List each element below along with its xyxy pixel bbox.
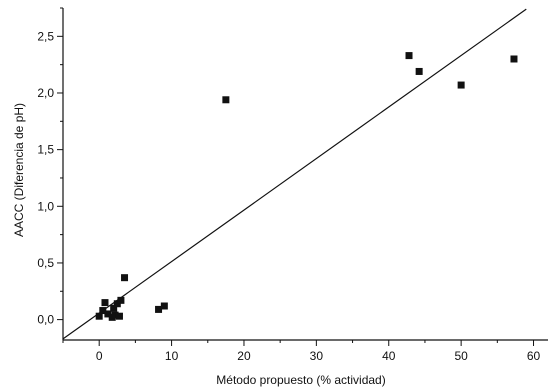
fit-line-group: [62, 8, 527, 340]
y-tick-label: 0,5: [37, 256, 54, 270]
data-point: [95, 312, 103, 320]
data-point: [117, 296, 125, 304]
x-tick-label: 10: [165, 349, 179, 363]
y-tick-label: 1,5: [37, 143, 54, 157]
y-tick-label: 1,0: [37, 199, 54, 213]
data-point: [415, 67, 423, 75]
data-point: [510, 55, 518, 63]
x-tick-label: 60: [527, 349, 541, 363]
y-axis-title: AACC (Diferencia de pH): [12, 103, 26, 237]
data-point: [111, 311, 119, 319]
data-point: [155, 305, 163, 313]
x-tick-label: 40: [382, 349, 396, 363]
data-point: [160, 302, 168, 310]
x-tick-label: 20: [237, 349, 251, 363]
data-points: [95, 52, 518, 321]
data-point: [99, 307, 107, 315]
data-point: [101, 299, 109, 307]
x-tick-label: 0: [96, 349, 103, 363]
x-axis-title: Método propuesto (% actividad): [216, 373, 385, 387]
y-tick-label: 0,0: [37, 313, 54, 327]
ticks: 0 10 20 30 40 50 60 0,0 0,5 1,0 1,5 2,0 2,5: [37, 7, 541, 363]
data-point: [113, 300, 121, 308]
data-point: [405, 52, 413, 60]
y-tick-label: 2,5: [37, 29, 54, 43]
data-point: [121, 274, 129, 282]
data-point: [110, 304, 118, 312]
y-tick-label: 2,0: [37, 86, 54, 100]
data-point: [457, 81, 465, 89]
data-point: [115, 312, 123, 320]
x-tick-label: 50: [454, 349, 468, 363]
fit-line: [62, 8, 527, 340]
data-point: [222, 96, 230, 104]
axes: [62, 8, 548, 341]
data-point: [104, 310, 112, 318]
x-tick-label: 30: [310, 349, 324, 363]
